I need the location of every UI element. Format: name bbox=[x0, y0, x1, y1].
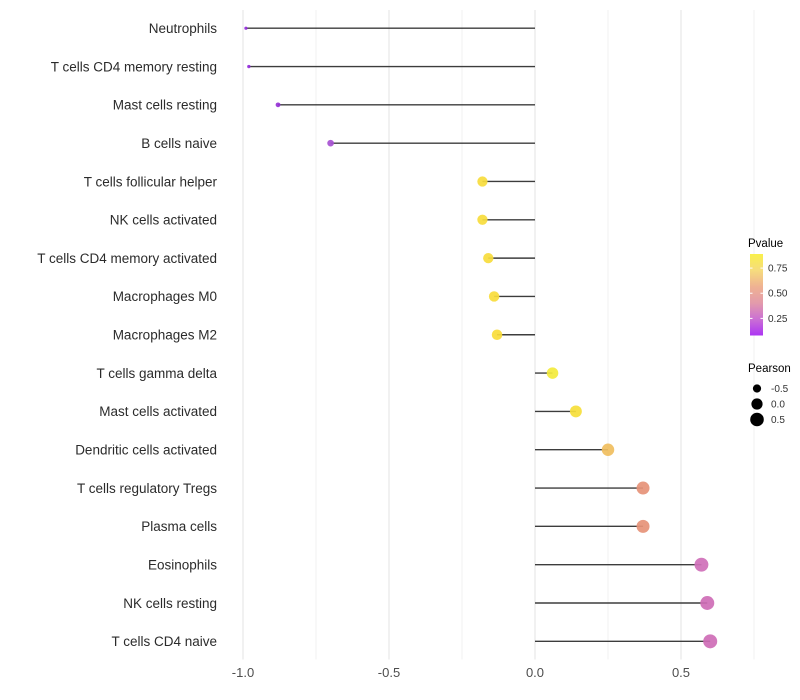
lollipop-dot bbox=[327, 139, 334, 147]
lollipop-dot bbox=[477, 176, 488, 187]
pearson-legend-title: Pearson bbox=[748, 363, 791, 375]
category-label: Neutrophils bbox=[149, 21, 218, 36]
pvalue-legend-label: 0.50 bbox=[768, 289, 788, 300]
lollipop-dot bbox=[275, 102, 281, 108]
category-label: Plasma cells bbox=[141, 519, 217, 534]
pvalue-colorbar bbox=[750, 254, 763, 336]
lollipop-dot bbox=[636, 481, 650, 495]
lollipop-dot bbox=[483, 252, 494, 264]
pearson-legend-label: 0.0 bbox=[771, 400, 785, 411]
category-label: T cells CD4 memory activated bbox=[37, 251, 217, 266]
lollipop-dot bbox=[488, 291, 500, 302]
category-label: Dendritic cells activated bbox=[75, 443, 217, 458]
lollipop-dot bbox=[569, 405, 582, 418]
x-tick-label: -1.0 bbox=[232, 665, 254, 680]
pearson-legend-dot bbox=[751, 398, 763, 410]
pvalue-legend-title: Pvalue bbox=[748, 238, 783, 250]
lollipop-dot bbox=[491, 329, 503, 341]
lollipop-dot bbox=[244, 26, 248, 30]
lollipop-dot bbox=[546, 367, 559, 379]
pvalue-legend-label: 0.25 bbox=[768, 314, 788, 325]
category-label: T cells CD4 naive bbox=[111, 634, 217, 649]
lollipop-dot bbox=[636, 519, 650, 533]
x-tick-label: -0.5 bbox=[378, 665, 400, 680]
category-label: T cells CD4 memory resting bbox=[51, 59, 217, 74]
lollipop-dot bbox=[703, 634, 718, 649]
pearson-legend-dot bbox=[752, 384, 762, 393]
pearson-legend-dot bbox=[750, 412, 764, 427]
lollipop-dot bbox=[694, 557, 709, 572]
lollipop-dot bbox=[247, 64, 251, 69]
category-label: Mast cells resting bbox=[113, 98, 217, 113]
category-label: NK cells activated bbox=[110, 213, 217, 228]
category-label: T cells gamma delta bbox=[96, 366, 217, 381]
lollipop-dot bbox=[601, 443, 615, 456]
x-tick-label: 0.5 bbox=[672, 665, 690, 680]
category-label: B cells naive bbox=[141, 136, 217, 151]
category-label: Mast cells activated bbox=[99, 404, 217, 419]
category-label: T cells follicular helper bbox=[84, 174, 218, 189]
x-tick-label: 0.0 bbox=[526, 665, 544, 680]
pearson-legend-label: 0.5 bbox=[771, 415, 785, 426]
category-label: NK cells resting bbox=[123, 596, 217, 611]
category-label: T cells regulatory Tregs bbox=[77, 481, 217, 496]
lollipop-dot bbox=[477, 214, 488, 225]
pvalue-legend-label: 0.75 bbox=[768, 264, 788, 275]
category-label: Macrophages M2 bbox=[113, 328, 217, 343]
pearson-legend-label: -0.5 bbox=[771, 384, 789, 395]
category-label: Eosinophils bbox=[148, 557, 217, 572]
category-label: Macrophages M0 bbox=[113, 289, 217, 304]
lollipop-dot bbox=[700, 596, 715, 610]
